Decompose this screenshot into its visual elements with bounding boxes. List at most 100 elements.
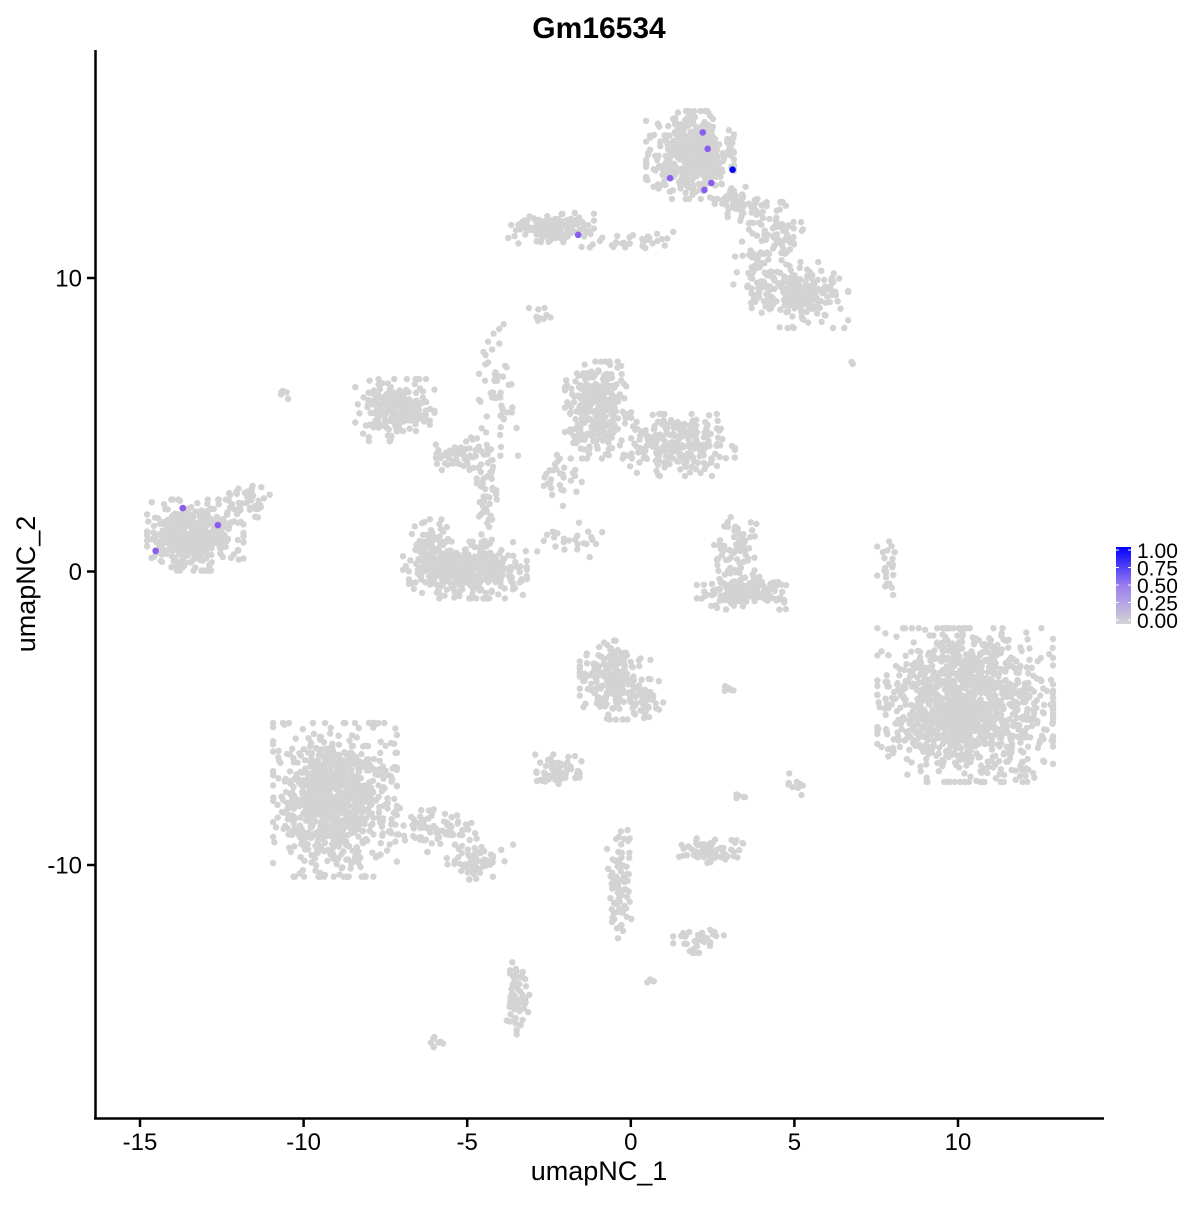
data-point — [592, 688, 599, 695]
data-point — [155, 538, 162, 546]
data-point — [712, 155, 719, 162]
data-point — [949, 725, 956, 732]
data-point — [680, 126, 687, 133]
data-point — [994, 714, 1001, 721]
data-point — [781, 273, 788, 280]
data-point — [889, 555, 896, 562]
data-point — [916, 665, 923, 672]
data-point — [714, 417, 721, 424]
data-point — [667, 143, 674, 151]
data-point — [399, 566, 407, 573]
data-point — [1006, 755, 1014, 762]
data-point — [802, 289, 810, 296]
data-point — [713, 442, 720, 449]
data-point — [934, 625, 941, 632]
data-point — [398, 404, 406, 411]
data-point — [785, 223, 792, 230]
data-point — [621, 395, 628, 402]
data-point — [625, 681, 632, 688]
data-point — [407, 557, 414, 564]
data-point — [618, 362, 625, 370]
data-point — [226, 522, 233, 530]
data-point — [418, 589, 426, 597]
data-point — [578, 478, 585, 486]
data-point — [1040, 685, 1047, 692]
data-point — [917, 768, 924, 775]
data-point — [475, 370, 483, 377]
data-point — [798, 313, 805, 320]
data-point — [433, 556, 440, 563]
data-point — [469, 436, 476, 443]
data-point — [769, 245, 777, 252]
data-point — [183, 550, 191, 558]
data-point — [586, 445, 593, 452]
data-point — [176, 567, 184, 574]
data-point — [477, 578, 484, 586]
data-point — [1034, 717, 1041, 725]
data-point — [574, 372, 582, 379]
data-point — [642, 697, 649, 705]
data-point — [760, 278, 768, 286]
data-point — [903, 660, 910, 668]
data-point — [755, 284, 762, 292]
data-point — [708, 456, 716, 463]
data-point — [271, 839, 278, 846]
data-point — [480, 506, 488, 514]
data-point — [605, 654, 612, 661]
data-point — [754, 258, 761, 265]
data-point — [779, 588, 786, 595]
data-point — [173, 517, 181, 524]
data-point — [552, 234, 559, 242]
data-point — [487, 512, 494, 519]
data-point — [1008, 749, 1015, 757]
data-point — [889, 744, 897, 752]
data-point — [908, 648, 915, 655]
data-point — [156, 520, 164, 528]
data-point — [644, 151, 652, 158]
data-point — [540, 482, 547, 489]
data-point — [618, 370, 625, 378]
data-point — [731, 454, 739, 461]
data-point — [1007, 737, 1015, 744]
data-point — [748, 527, 756, 534]
data-point — [909, 671, 916, 679]
data-point — [733, 556, 741, 563]
data-point — [519, 224, 527, 231]
data-point — [884, 731, 891, 738]
data-point — [956, 764, 963, 771]
data-point — [403, 375, 411, 383]
data-point — [759, 214, 767, 222]
data-point — [365, 434, 372, 441]
data-point — [175, 496, 182, 503]
data-point — [965, 675, 972, 683]
data-point — [1024, 705, 1031, 713]
data-point — [418, 520, 426, 527]
data-point — [753, 211, 760, 218]
data-point — [598, 653, 605, 661]
data-point — [590, 210, 598, 217]
data-point — [875, 699, 882, 706]
data-point — [1026, 645, 1033, 652]
data-point — [177, 543, 184, 551]
data-point — [650, 442, 657, 450]
data-point — [555, 217, 562, 225]
data-point — [636, 459, 643, 466]
data-point — [1024, 743, 1032, 750]
data-point — [958, 731, 966, 738]
data-point — [684, 122, 691, 129]
data-point — [606, 660, 614, 667]
data-point — [750, 577, 757, 584]
data-point — [636, 662, 643, 670]
data-point — [951, 680, 958, 687]
data-point — [762, 231, 769, 238]
data-point — [924, 736, 931, 743]
data-point — [1003, 693, 1011, 701]
data-point — [725, 556, 732, 563]
data-point — [715, 141, 723, 148]
data-point — [204, 567, 211, 574]
data-point — [575, 409, 583, 416]
data-point — [410, 585, 418, 593]
data-point — [480, 475, 487, 482]
data-point — [747, 299, 755, 307]
data-point — [508, 574, 516, 581]
